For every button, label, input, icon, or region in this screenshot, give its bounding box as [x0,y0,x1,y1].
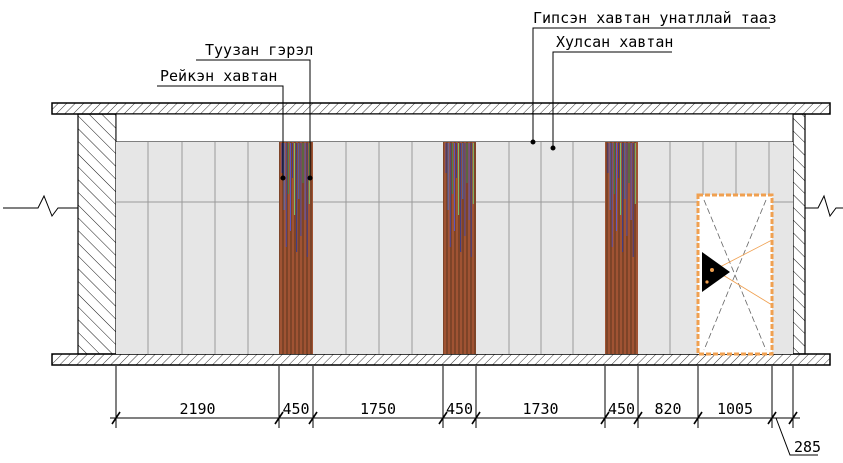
dimension-tick [471,411,481,425]
reiken-panel-1 [279,142,313,354]
dimension-tick [274,411,284,425]
leader-covered-panel [550,51,672,151]
ceiling-gap [115,113,794,143]
break-line-left [3,194,78,218]
dimension-label: 2190 [179,400,215,418]
reiken-panel-3 [605,142,638,354]
dimension-tick [767,411,777,425]
dimension-tick [600,411,610,425]
dimension-tick [633,411,643,425]
dimension-label: 1005 [717,400,753,418]
left-wall [77,113,117,355]
dimension-label: 450 [608,400,635,418]
leader-ceiling [530,27,770,145]
right-wall [792,113,806,355]
dimension-tick [438,411,448,425]
dimension-chain: 2190 450 1750 450 1730 450 820 1005 285 [110,366,821,456]
dimension-tick [111,411,121,425]
break-line-right [805,194,843,218]
top-slab [51,102,831,115]
door [696,193,774,356]
dimension-label: 1750 [360,400,396,418]
dimension-tick [693,411,703,425]
dimension-label: 450 [446,400,473,418]
dimension-label: 820 [654,400,681,418]
label-reiken-panel: Рейкэн хавтан [160,67,277,85]
label-light-source: Туузан гэрэл [205,41,313,59]
label-ceiling: Гипсэн хавтан унатллай тааз [533,9,777,27]
dimension-tick [308,411,318,425]
dimension-label: 450 [282,400,309,418]
leader-light [196,59,313,181]
label-covered-panel: Хулсан хавтан [556,33,673,51]
dimension-285: 285 [794,438,821,456]
dimension-tick [788,411,798,425]
dimension-label: 1730 [522,400,558,418]
leader-reiken [157,85,286,181]
bottom-slab [51,353,831,366]
reiken-panel-2 [443,142,476,354]
